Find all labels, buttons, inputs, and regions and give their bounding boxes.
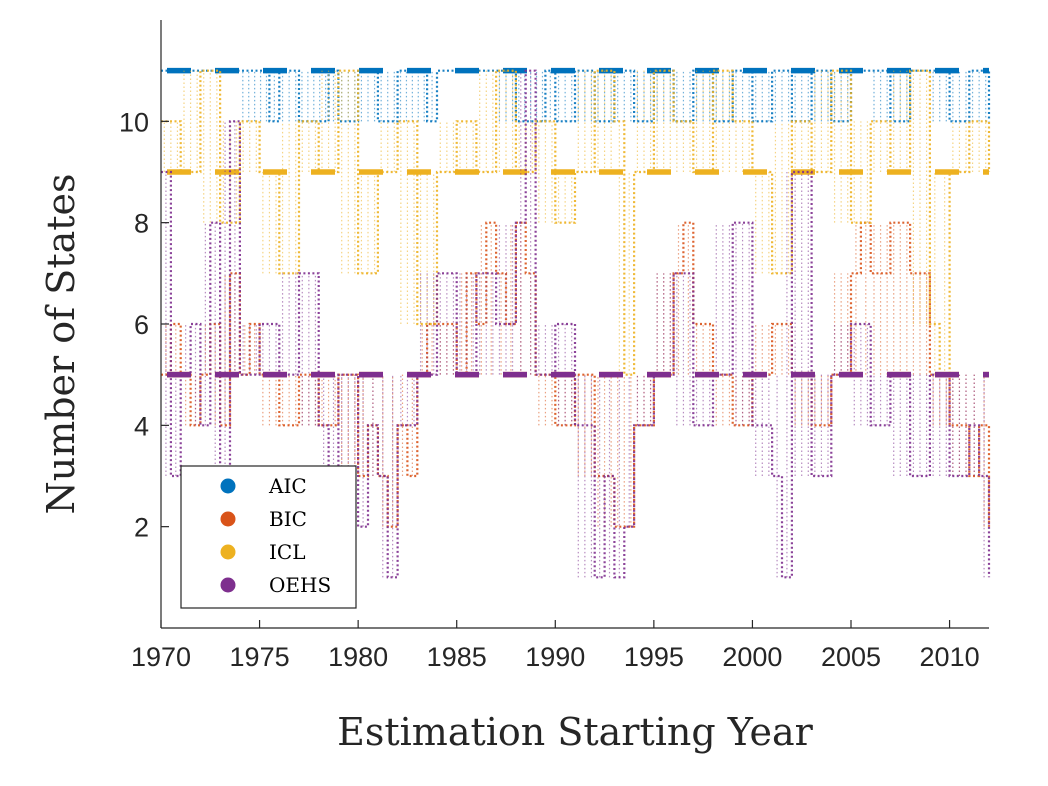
series-aic bbox=[161, 67, 991, 123]
series-line-aic bbox=[161, 69, 991, 123]
y-tick-label: 8 bbox=[134, 209, 149, 239]
legend-label-oehs: OEHS bbox=[269, 573, 331, 597]
legend-label-bic: BIC bbox=[269, 507, 307, 531]
legend-box bbox=[180, 465, 357, 609]
x-tick-label: 2010 bbox=[920, 642, 980, 672]
legend-label-aic: AIC bbox=[268, 474, 307, 498]
x-tick-label: 1980 bbox=[328, 642, 388, 672]
series-oehs bbox=[161, 69, 991, 579]
x-tick-label: 2005 bbox=[821, 642, 881, 672]
x-tick-label: 1970 bbox=[131, 642, 191, 672]
x-tick-label: 1985 bbox=[427, 642, 487, 672]
axes bbox=[160, 20, 989, 629]
x-tick-label: 2000 bbox=[722, 642, 782, 672]
series-line-bic bbox=[161, 221, 991, 528]
y-axis-title: Number of States bbox=[39, 173, 83, 514]
legend-marker-aic bbox=[220, 478, 236, 494]
series-line-icl bbox=[161, 69, 991, 376]
legend-label-icl: ICL bbox=[269, 540, 305, 564]
y-tick-label: 4 bbox=[134, 411, 149, 441]
y-tick-label: 2 bbox=[134, 513, 149, 543]
legend: AIC BIC ICL OEHS bbox=[180, 465, 357, 609]
series-icl bbox=[161, 69, 991, 376]
x-axis-title: Estimation Starting Year bbox=[337, 710, 814, 754]
plot-area bbox=[161, 67, 991, 579]
x-tick-label: 1990 bbox=[525, 642, 585, 672]
x-tick-label: 1975 bbox=[230, 642, 290, 672]
legend-marker-bic bbox=[220, 511, 236, 527]
legend-marker-oehs bbox=[220, 577, 236, 593]
x-tick-label: 1995 bbox=[624, 642, 684, 672]
legend-marker-icl bbox=[220, 544, 236, 560]
y-tick-label: 6 bbox=[134, 310, 149, 340]
tick-labels: 1970 1975 1980 1985 1990 1995 2000 2005 2010 2 4 6 8… bbox=[119, 107, 980, 672]
y-tick-label: 10 bbox=[119, 107, 149, 137]
